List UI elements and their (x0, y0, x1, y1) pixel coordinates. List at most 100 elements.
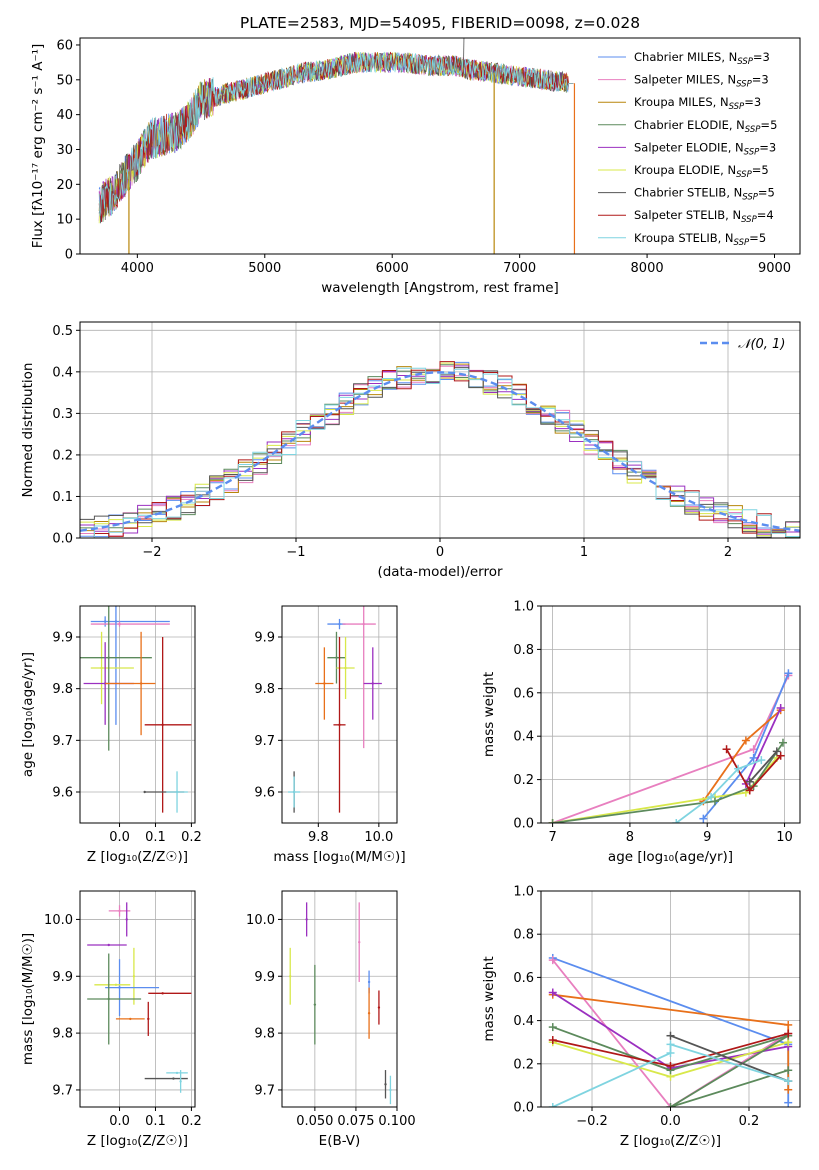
series-line (702, 709, 782, 802)
legend-model-name: Kroupa ELODIE (634, 163, 720, 177)
legend-model-name: Chabrier ELODIE (634, 118, 729, 132)
data-point (313, 1003, 317, 1006)
figure-title: PLATE=2583, MJD=54095, FIBERID=0098, z=0… (240, 14, 640, 32)
legend-nssp-value: 4 (766, 208, 773, 222)
plot-layer: 4000 5000 6000 7000 8000 90000102030405060wav… (20, 37, 801, 1149)
x-tick-label: 0.1 (145, 830, 166, 845)
y-tick-label: 0.6 (513, 971, 534, 986)
series-line (552, 742, 784, 823)
mass_vs_ebv-plot-area (282, 891, 397, 1107)
legend-equals: = (744, 95, 754, 109)
spectrum-frame (79, 37, 801, 255)
mass_vs_Z-xlabel: Z [log₁₀(Z/Z☉)] (87, 1133, 188, 1149)
y-tick-label: 9.9 (52, 970, 73, 985)
data-point (139, 682, 143, 685)
residuals-panel: −2 −1 0 1 2 0.0 0.1 0.2 0.3 0.4 0.5 (data-model)/er… (20, 321, 801, 580)
data-point (175, 1071, 179, 1075)
y-tick-label: 10.0 (246, 913, 275, 928)
x-tick-label: 9000 (758, 261, 791, 276)
legend-equals: = (752, 163, 762, 177)
legend-gauss-label: 𝒩(0, 1) (738, 337, 785, 352)
mass_vs_ebv-xlabel: E(B-V) (319, 1133, 361, 1149)
y-tick-label: 0.0 (52, 532, 73, 547)
weight_vs_Z-plot-area (541, 891, 800, 1107)
legend-n-prefix: , N (721, 50, 737, 64)
legend-nssp-value: 5 (770, 118, 777, 132)
y-tick-label: 0.2 (513, 773, 534, 788)
spectrum-plot-area (98, 38, 576, 254)
y-tick-label: 0.5 (52, 324, 73, 339)
x-tick-label: −0.2 (576, 1114, 608, 1129)
data-point (335, 656, 338, 659)
series-line (745, 707, 782, 785)
y-tick-label: 9.6 (254, 786, 275, 801)
legend-model-name: Salpeter STELIB (634, 208, 725, 222)
data-point (305, 918, 308, 921)
age_vs_Z-ylabel: age [log₁₀(age/yr)] (20, 652, 36, 777)
x-tick-label: 0 (436, 545, 444, 560)
x-tick-label: −1 (286, 545, 305, 560)
y-tick-label: 9.8 (52, 682, 73, 697)
age_vs_mass-frame (281, 605, 398, 824)
residuals-axes: −2 −1 0 1 2 0.0 0.1 0.2 0.3 0.4 0.5 (data-model)/er… (20, 321, 801, 580)
y-tick-label: 9.6 (52, 786, 73, 801)
x-tick-label: 10 (776, 830, 793, 845)
age_vs_Z-xlabel: Z [log₁₀(Z/Z☉)] (87, 849, 188, 865)
legend-n-prefix: , N (718, 231, 734, 245)
x-tick-label: 0.075 (337, 1114, 374, 1129)
y-tick-label: 0.3 (52, 407, 73, 422)
x-tick-label: 2 (724, 545, 732, 560)
legend-n-prefix: , N (726, 186, 742, 200)
y-tick-label: 30 (56, 143, 73, 158)
legend-model-name: Chabrier STELIB (634, 186, 726, 200)
legend-ssp-subscript: SSP (744, 147, 760, 157)
data-point (125, 918, 128, 921)
y-tick-label: 0.8 (513, 643, 534, 658)
legend-nssp-value: 3 (754, 95, 761, 109)
y-tick-label: 60 (56, 38, 73, 53)
y-tick-label: 0 (65, 248, 73, 263)
residuals-ylabel: Normed distribution (20, 363, 36, 498)
data-point (147, 1017, 150, 1021)
data-point (129, 1017, 132, 1021)
data-point (107, 997, 110, 1001)
legend-equals: = (757, 208, 767, 222)
data-point (172, 1077, 175, 1080)
data-point (362, 622, 365, 626)
y-tick-label: 40 (56, 108, 73, 123)
x-tick-label: 10.0 (364, 830, 393, 845)
x-tick-label: 0.2 (739, 1114, 760, 1129)
legend-n-prefix: , N (728, 140, 744, 154)
series-line (675, 759, 762, 823)
data-point (292, 790, 296, 794)
legend-entry: Chabrier STELIB, NSSP=5 (634, 186, 775, 203)
legend-n-prefix: , N (729, 118, 745, 132)
weight_vs_age-axes: 7 8 9 10 0.0 0.2 0.4 0.6 0.8 1.0 age [log₁₀(age/yr… (481, 600, 801, 865)
y-tick-label: 9.8 (254, 1027, 275, 1042)
weight_vs_Z-xlabel: Z [log₁₀(Z/Z☉)] (620, 1133, 721, 1149)
y-tick-label: 20 (56, 178, 73, 193)
y-tick-label: 9.7 (254, 1083, 275, 1098)
y-tick-label: 0.2 (52, 448, 73, 463)
age_vs_mass-axes: 9.8 10.0 9.6 9.7 9.8 9.9 mass [log₁₀(M/M☉)] (254, 605, 406, 865)
legend-entry: Kroupa MILES, NSSP=3 (634, 95, 761, 112)
y-tick-label: 0.4 (52, 365, 73, 380)
legend-entry: Salpeter ELODIE, NSSP=3 (634, 140, 776, 157)
histogram-step (80, 361, 800, 538)
legend-model-name: Salpeter MILES (634, 73, 720, 87)
y-tick-label: 9.8 (254, 682, 275, 697)
data-point (367, 1012, 371, 1015)
y-tick-label: 10.0 (44, 913, 73, 928)
legend-n-prefix: , N (713, 95, 729, 109)
mass_vs_ebv-panel: 0.050 0.075 0.100 9.7 9.8 9.9 10.0 E(B-V) (246, 890, 416, 1149)
data-point (338, 622, 341, 626)
y-tick-label: 9.8 (52, 1027, 73, 1042)
data-point (118, 986, 121, 989)
data-point (371, 682, 374, 685)
y-tick-label: 9.7 (52, 734, 73, 749)
weight_vs_age-frame (540, 605, 801, 824)
data-point (132, 975, 136, 978)
series-line (749, 750, 778, 783)
